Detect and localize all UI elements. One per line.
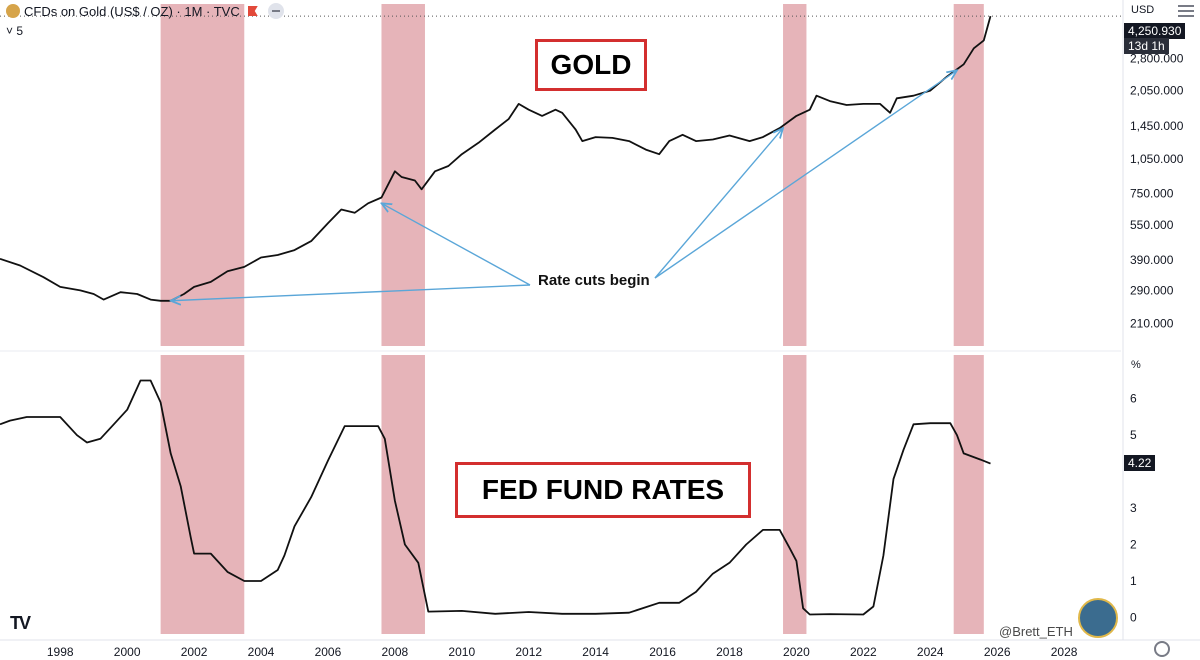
x-tick: 2006	[315, 645, 342, 659]
gold-y-tick: 2,800.000	[1130, 52, 1184, 66]
last-rate-label: 4.22	[1124, 455, 1156, 471]
flag-icon[interactable]	[247, 6, 258, 16]
fed-y-tick: 6	[1130, 392, 1137, 406]
rate-cuts-annotation: Rate cuts begin	[535, 272, 653, 289]
last-gold-label: 4,250.930	[1124, 23, 1186, 39]
gold-y-tick: 550.000	[1130, 218, 1174, 232]
fed-rate-line	[0, 379, 991, 616]
fed-y-tick: 0	[1130, 610, 1137, 624]
x-tick: 2022	[850, 645, 877, 659]
x-tick: 2016	[649, 645, 676, 659]
x-tick: 2024	[917, 645, 944, 659]
rate-cut-shade-fed-3	[953, 355, 984, 634]
x-tick: 2028	[1051, 645, 1078, 659]
watermark: @Brett_ETH	[999, 624, 1073, 639]
x-tick: 1998	[47, 645, 74, 659]
gold-title: GOLD	[550, 49, 632, 80]
chart-header: CFDs on Gold (US$ / OZ) · 1M · TVC	[0, 0, 284, 22]
indicator-count[interactable]: ˅ 5	[6, 24, 24, 38]
tradingview-logo-icon[interactable]: TV	[10, 613, 31, 633]
x-tick: 2014	[582, 645, 609, 659]
fed-y-tick: 3	[1130, 501, 1137, 515]
x-tick: 2026	[984, 645, 1011, 659]
fed-y-tick: 5	[1130, 428, 1137, 442]
fed-y-tick: 2	[1130, 538, 1137, 552]
x-tick: 2018	[716, 645, 743, 659]
gold-y-tick: 1,450.000	[1130, 119, 1184, 133]
fed-title: FED FUND RATES	[481, 474, 725, 505]
rate-cut-shade-gold-0	[160, 4, 245, 346]
x-tick: 2012	[515, 645, 542, 659]
x-tick: 2004	[248, 645, 275, 659]
gold-coin-icon	[6, 4, 20, 18]
gold-title-box: GOLD	[535, 39, 647, 91]
rate-cut-shade-gold-1	[381, 4, 425, 346]
gold-y-tick: 210.000	[1130, 316, 1174, 330]
gold-y-tick: 1,050.000	[1130, 152, 1184, 166]
symbol-title[interactable]: CFDs on Gold (US$ / OZ) · 1M · TVC	[24, 3, 240, 19]
rate-cut-shade-gold-2	[783, 4, 807, 346]
menu-icon[interactable]	[1176, 2, 1196, 18]
settings-icon[interactable]	[1154, 641, 1170, 657]
x-tick: 2000	[114, 645, 141, 659]
rate-cut-shade-gold-3	[953, 4, 984, 346]
x-tick: 2002	[181, 645, 208, 659]
fed-y-tick: 1	[1130, 574, 1137, 588]
rate-cut-arrow	[381, 203, 531, 286]
x-tick: 2010	[448, 645, 475, 659]
rate-cut-arrow	[654, 128, 783, 279]
x-tick: 2020	[783, 645, 810, 659]
gold-price-line	[0, 15, 992, 302]
rate-cut-shade-fed-2	[783, 355, 807, 634]
rate-cut-shade-fed-1	[381, 355, 425, 634]
gold-y-tick: 750.000	[1130, 186, 1174, 200]
collapse-icon[interactable]	[267, 3, 284, 19]
bar-countdown: 13d 1h	[1124, 38, 1169, 54]
rate-cut-arrow	[171, 284, 531, 301]
rate-cut-arrow	[654, 70, 957, 279]
gold-y-tick: 290.000	[1130, 283, 1174, 297]
price-axis-unit[interactable]: USD	[1131, 4, 1155, 16]
rate-cut-shade-fed-0	[160, 355, 245, 634]
rate-axis-unit: %	[1131, 359, 1141, 371]
gold-y-tick: 390.000	[1130, 253, 1174, 267]
gold-y-tick: 2,050.000	[1130, 84, 1184, 98]
avatar-icon	[1078, 598, 1118, 638]
fed-title-box: FED FUND RATES	[455, 462, 751, 518]
x-tick: 2008	[382, 645, 409, 659]
